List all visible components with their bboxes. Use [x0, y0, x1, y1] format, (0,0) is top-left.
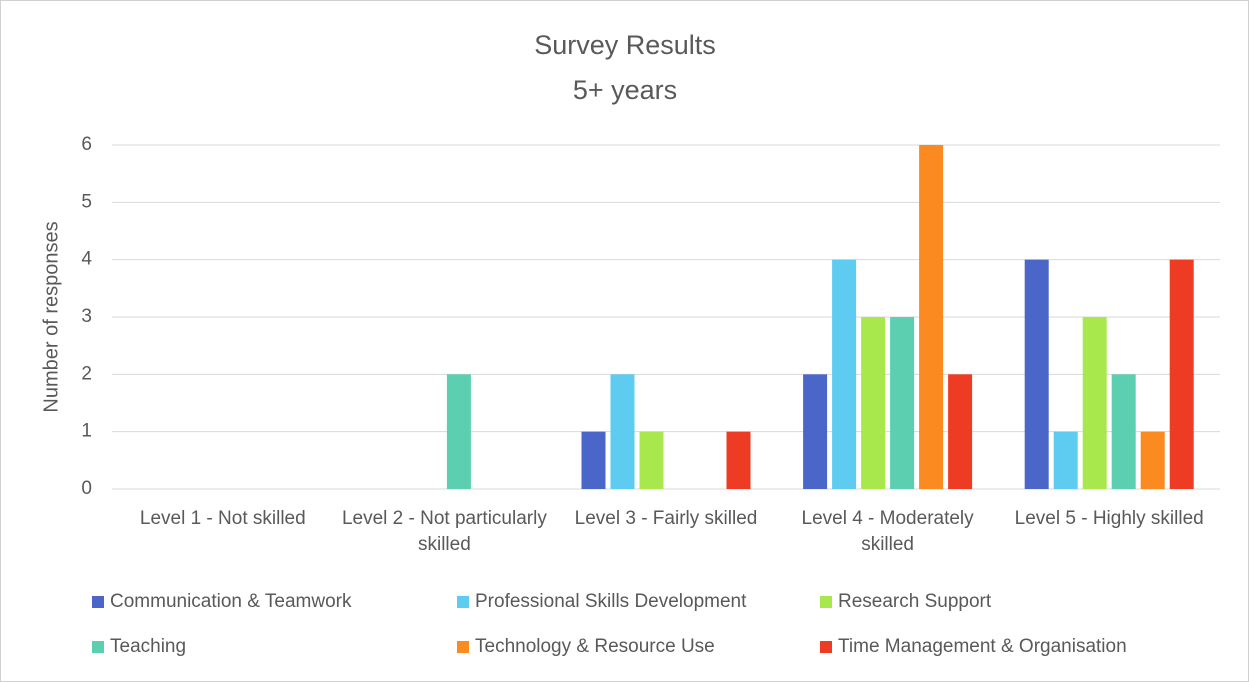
bar: [890, 317, 915, 489]
x-tick-label: Level 2 - Not particularly skilled: [341, 508, 547, 555]
bar: [581, 431, 606, 489]
x-tick-label: Level 4 - Moderately skilled: [801, 508, 974, 555]
legend-item: Professional Skills Development: [457, 590, 746, 614]
bar: [446, 374, 471, 489]
legend-swatch: [457, 641, 469, 653]
x-tick-label: Level 3 - Fairly skilled: [574, 508, 758, 529]
bar: [610, 374, 635, 489]
x-tick-label: Level 1 - Not skilled: [139, 508, 306, 529]
legend-item: Teaching: [92, 635, 186, 659]
legend-swatch: [820, 641, 832, 653]
legend-item: Research Support: [820, 590, 991, 614]
legend-label: Communication & Teamwork: [110, 591, 352, 612]
y-tick-label: 4: [81, 249, 92, 270]
y-axis-label: Number of responses: [40, 221, 62, 412]
y-tick-label: 5: [81, 191, 92, 212]
bar: [1082, 317, 1107, 489]
legend-label: Time Management & Organisation: [838, 636, 1127, 657]
bar: [1053, 431, 1078, 489]
bar: [1169, 259, 1194, 489]
bar: [919, 145, 944, 489]
x-tick-label: Level 5 - Highly skilled: [1014, 508, 1204, 529]
legend-item: Time Management & Organisation: [820, 635, 1127, 659]
bar: [639, 431, 664, 489]
bar: [803, 374, 828, 489]
legend-swatch: [820, 596, 832, 608]
bar: [1111, 374, 1136, 489]
y-tick-label: 3: [81, 306, 92, 327]
chart-title: Survey Results: [534, 30, 716, 60]
bar: [861, 317, 886, 489]
bar: [1024, 259, 1049, 489]
bar: [948, 374, 973, 489]
y-tick-label: 1: [81, 421, 92, 442]
bar: [832, 259, 857, 489]
y-tick-label: 2: [81, 363, 92, 384]
legend-item: Technology & Resource Use: [457, 635, 715, 659]
chart-subtitle: 5+ years: [573, 75, 677, 105]
bar: [726, 431, 751, 489]
legend-label: Teaching: [110, 636, 187, 657]
legend-label: Professional Skills Development: [475, 591, 747, 612]
legend-label: Technology & Resource Use: [475, 636, 715, 657]
bar: [1140, 431, 1165, 489]
legend-swatch: [92, 641, 104, 653]
legend-label: Research Support: [838, 591, 992, 612]
y-tick-label: 6: [81, 134, 92, 155]
legend-swatch: [457, 596, 469, 608]
legend-swatch: [92, 596, 104, 608]
y-tick-label: 0: [81, 478, 92, 499]
legend-item: Communication & Teamwork: [92, 590, 351, 614]
